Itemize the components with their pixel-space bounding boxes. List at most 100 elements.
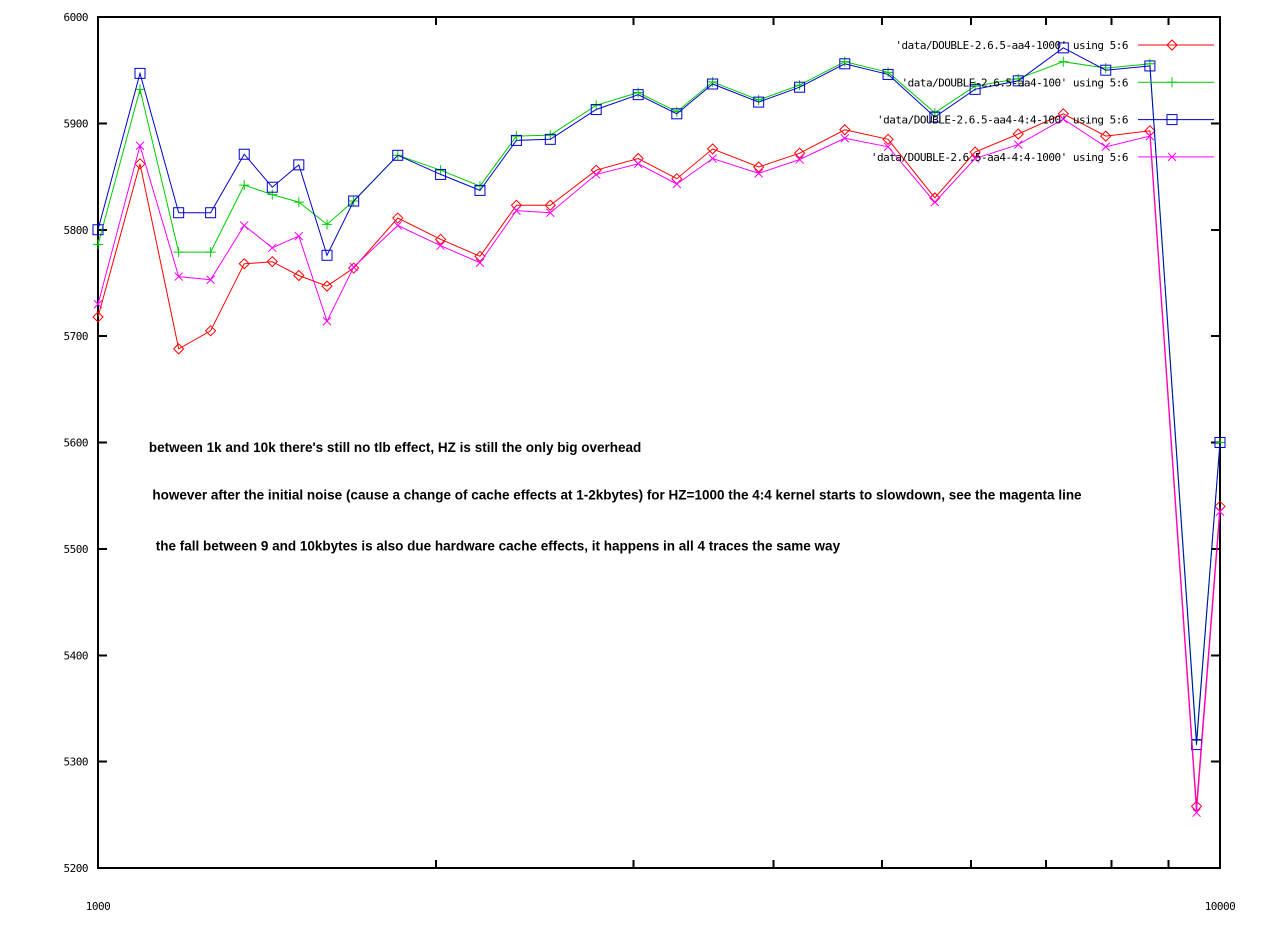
square-marker xyxy=(1214,437,1226,448)
x-marker xyxy=(930,197,940,207)
legend-label: 'data/DOUBLE-2.6.5-aa4-4:4-100' using 5:… xyxy=(877,114,1128,127)
x-marker xyxy=(1167,152,1177,162)
plus-marker xyxy=(322,219,333,230)
x-marker xyxy=(970,154,980,163)
square-marker xyxy=(632,89,644,101)
x-marker xyxy=(174,272,184,281)
y-tick-label: 5300 xyxy=(64,756,89,769)
square-marker xyxy=(238,148,250,160)
square-marker xyxy=(1057,42,1069,54)
x-marker xyxy=(206,275,215,285)
diamond-marker xyxy=(266,255,278,268)
plus-marker xyxy=(1167,77,1177,88)
x-marker xyxy=(1013,140,1023,150)
x-marker xyxy=(708,154,717,163)
plus-marker xyxy=(93,239,103,250)
legend-label: 'data/DOUBLE-2.6.5-aa4-100' using 5:6 xyxy=(901,76,1128,89)
square-marker xyxy=(794,81,806,93)
plus-marker xyxy=(239,180,250,191)
y-tick-label: 5500 xyxy=(64,543,89,556)
square-marker xyxy=(205,207,217,219)
annotation-2: however after the initial noise (cause a… xyxy=(152,488,1082,503)
square-marker xyxy=(321,249,333,261)
plus-marker xyxy=(435,165,446,176)
square-marker xyxy=(1100,64,1112,76)
plus-marker xyxy=(1058,56,1069,67)
legend-item-4: 'data/DOUBLE-2.6.5-aa4-4:4-1000' using 5… xyxy=(871,151,1214,164)
series-line xyxy=(97,118,1221,813)
square-marker xyxy=(134,67,146,79)
diamond-marker xyxy=(321,280,333,292)
x-marker xyxy=(672,179,682,189)
diamond-marker xyxy=(1166,39,1178,51)
diamond-marker xyxy=(204,325,217,337)
x-marker xyxy=(267,243,277,253)
square-marker xyxy=(882,68,894,80)
x-marker xyxy=(591,170,601,179)
square-marker xyxy=(753,96,765,108)
diamond-marker xyxy=(92,311,104,323)
diamond-marker xyxy=(793,147,806,159)
legend-item-1: 'data/DOUBLE-2.6.5-aa4-1000' using 5:6 xyxy=(895,39,1214,52)
square-marker xyxy=(839,58,851,70)
diamond-marker xyxy=(172,343,185,355)
diamond-marker xyxy=(544,199,557,211)
series-4 xyxy=(93,114,1225,818)
y-tick-label: 5600 xyxy=(64,437,89,450)
x-marker xyxy=(840,133,850,143)
annotations: between 1k and 10k there's still no tlb … xyxy=(149,440,1082,554)
plus-marker xyxy=(293,197,304,208)
y-axis: 5200 5300 5400 5500 5600 5700 5800 5900 6000 xyxy=(64,11,1220,875)
x-marker xyxy=(883,142,893,152)
x-marker xyxy=(1145,131,1155,141)
diamond-marker xyxy=(590,164,602,176)
diamond-marker xyxy=(134,158,146,170)
square-marker xyxy=(544,133,556,145)
series-line xyxy=(97,113,1221,807)
diamond-marker xyxy=(706,143,719,155)
x-marker xyxy=(393,221,403,230)
square-marker xyxy=(474,184,486,196)
y-tick-label: 5400 xyxy=(64,649,89,662)
square-marker xyxy=(969,83,981,95)
legend: 'data/DOUBLE-2.6.5-aa4-1000' using 5:6 'd… xyxy=(871,39,1214,164)
diamond-marker xyxy=(1100,130,1112,142)
x-marker xyxy=(135,141,145,151)
y-tick-label: 5200 xyxy=(64,862,89,875)
square-marker xyxy=(671,108,683,120)
plus-marker xyxy=(545,130,556,141)
x-marker xyxy=(512,206,521,215)
diamond-marker xyxy=(1012,128,1024,140)
x-axis: 1000 10000 xyxy=(86,17,1236,913)
square-marker xyxy=(435,168,447,180)
diamond-marker xyxy=(929,192,941,204)
square-marker xyxy=(929,111,941,123)
x-marker xyxy=(93,299,103,309)
x-marker xyxy=(633,159,643,169)
x-marker xyxy=(1192,808,1201,818)
x-marker xyxy=(239,221,249,230)
diamond-marker xyxy=(347,262,360,274)
plus-marker xyxy=(173,247,184,258)
y-tick-label: 5800 xyxy=(64,224,89,237)
square-marker xyxy=(1012,75,1024,87)
x-marker xyxy=(1215,507,1225,516)
annotation-3: the fall between 9 and 10kbytes is also … xyxy=(156,539,841,554)
series-1 xyxy=(92,108,1226,813)
y-tick-label: 5900 xyxy=(64,117,89,130)
x-marker xyxy=(436,241,445,251)
plus-marker xyxy=(267,189,278,200)
x-marker xyxy=(349,262,359,272)
square-marker xyxy=(293,159,305,171)
legend-label: 'data/DOUBLE-2.6.5-aa4-1000' using 5:6 xyxy=(895,39,1128,52)
diamond-marker xyxy=(392,212,404,224)
x-tick-label: 10000 xyxy=(1205,900,1236,913)
square-marker xyxy=(392,149,404,161)
legend-item-2: 'data/DOUBLE-2.6.5-aa4-100' using 5:6 xyxy=(901,76,1214,89)
square-marker xyxy=(348,195,360,207)
x-marker xyxy=(322,316,332,326)
x-marker xyxy=(475,258,485,268)
legend-item-3: 'data/DOUBLE-2.6.5-aa4-4:4-100' using 5:… xyxy=(877,114,1214,127)
